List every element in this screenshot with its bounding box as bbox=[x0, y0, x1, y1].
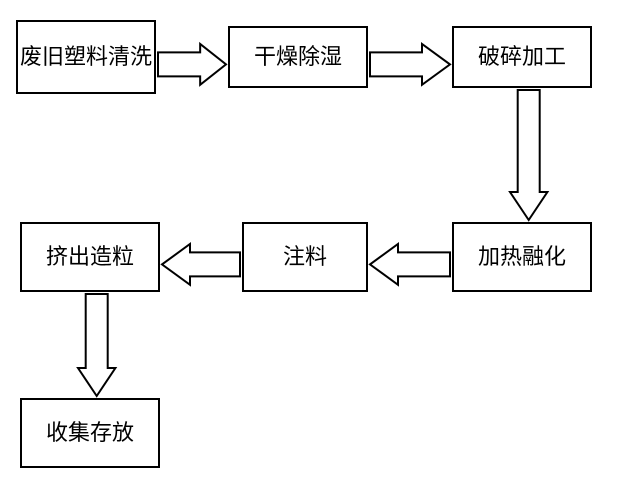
node-label: 注料 bbox=[283, 243, 327, 271]
arrow-right-icon bbox=[158, 44, 226, 85]
arrow-left-icon bbox=[370, 244, 450, 285]
node-label: 废旧塑料清洗 bbox=[20, 43, 152, 71]
arrow-left-icon bbox=[162, 244, 240, 285]
arrow-down-icon bbox=[78, 294, 115, 396]
node-label: 加热融化 bbox=[478, 243, 566, 271]
flow-node-cleaning: 废旧塑料清洗 bbox=[16, 20, 156, 94]
node-label: 挤出造粒 bbox=[46, 243, 134, 271]
flow-node-drying: 干燥除湿 bbox=[228, 26, 368, 88]
node-label: 收集存放 bbox=[46, 419, 134, 447]
node-label: 破碎加工 bbox=[478, 43, 566, 71]
node-label: 干燥除湿 bbox=[254, 43, 342, 71]
arrow-down-icon bbox=[510, 90, 547, 220]
flow-node-melting: 加热融化 bbox=[452, 222, 592, 292]
flow-node-injection: 注料 bbox=[242, 222, 368, 292]
flow-node-crushing: 破碎加工 bbox=[452, 26, 592, 88]
arrow-right-icon bbox=[370, 44, 450, 85]
flow-node-collection: 收集存放 bbox=[20, 398, 160, 468]
flow-node-extrusion: 挤出造粒 bbox=[20, 222, 160, 292]
